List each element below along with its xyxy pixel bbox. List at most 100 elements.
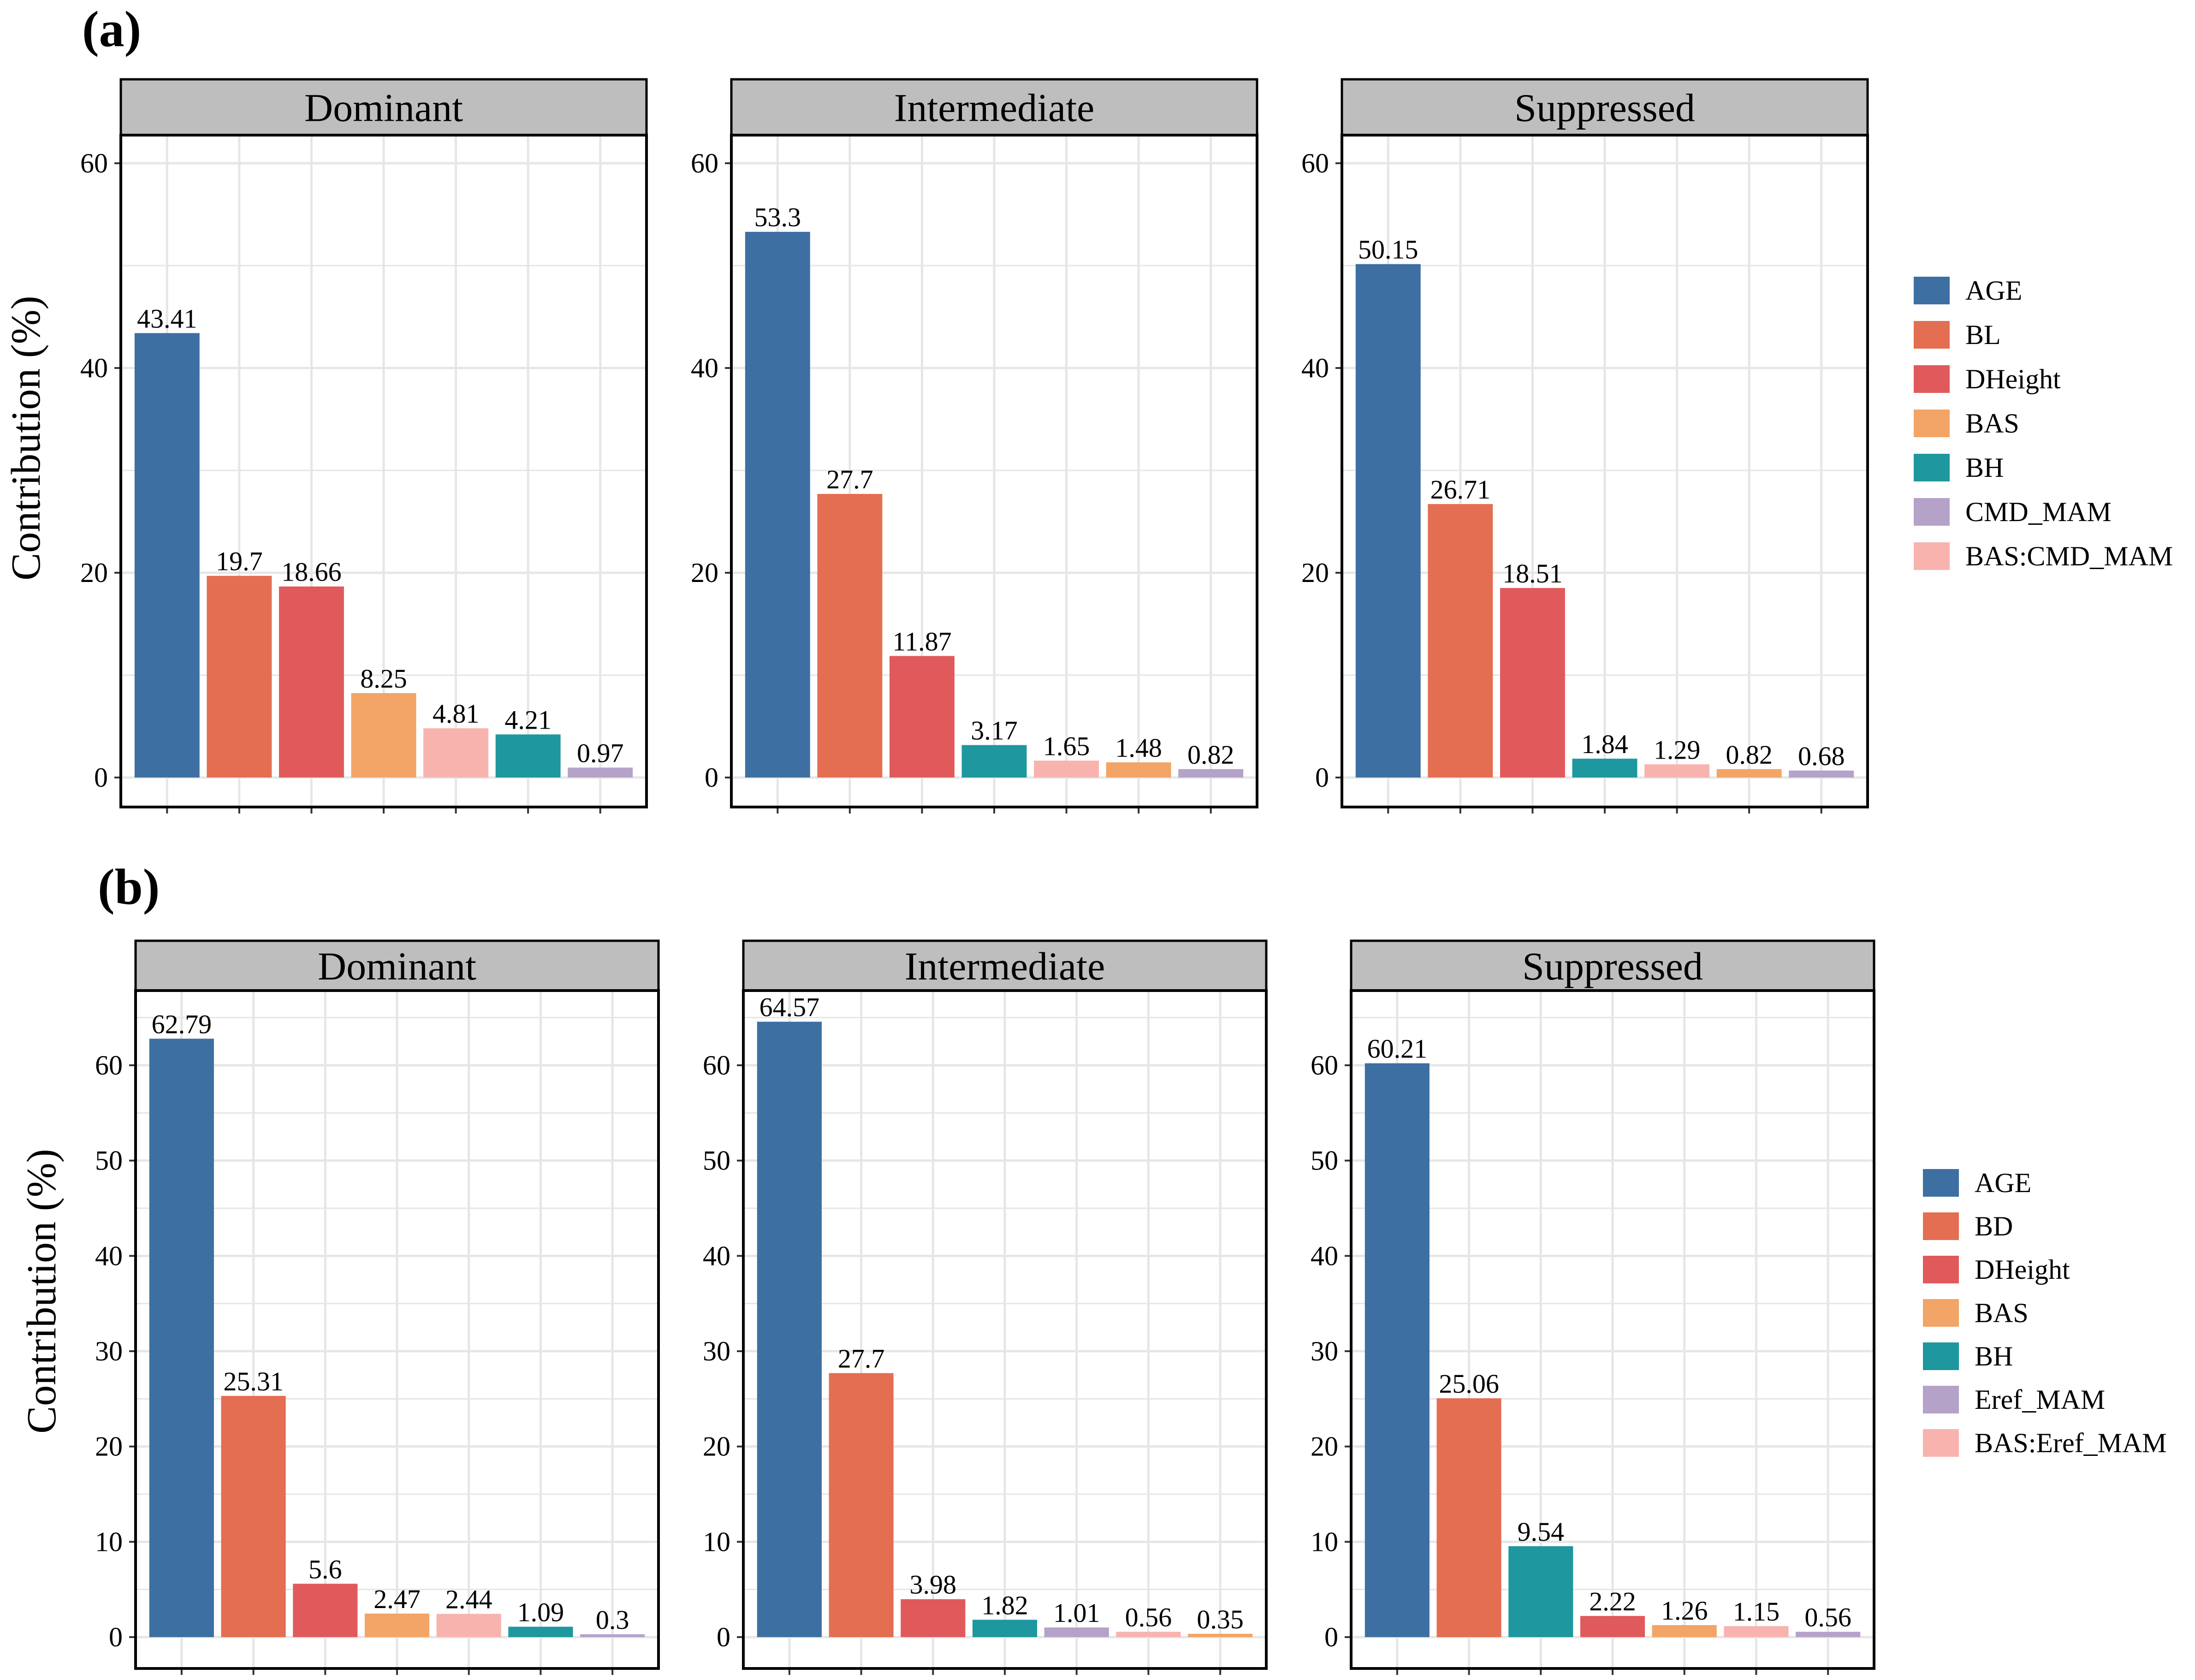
legend-label: AGE [1965,275,2022,306]
facet-title: Intermediate [905,944,1105,988]
legend-key [1923,1386,1959,1413]
bar-bd [1436,1398,1501,1637]
bar-dheight [279,586,344,778]
y-tick-label: 0 [109,1622,123,1652]
data-label: 3.17 [971,716,1018,746]
bar-bas-cmd-mam [423,728,489,778]
data-label: 25.06 [1439,1369,1499,1399]
facet-strip [134,939,660,992]
y-tick-label: 10 [95,1526,123,1557]
data-label: 0.35 [1197,1604,1244,1634]
bar-bd [829,1373,894,1637]
bar-bas [364,1613,430,1637]
legend-label: DHeight [1975,1254,2070,1285]
legend-key [1914,454,1950,481]
facet-title: Suppressed [1522,944,1703,988]
data-label: 1.48 [1115,733,1162,763]
bar-bas [1716,769,1782,778]
legend-a: AGE BL DHeight BAS BH CMD_MAM BAS:CMD_MAM [1914,275,2173,571]
legend-label: BH [1965,452,2004,483]
bar-age [745,232,810,778]
data-label: 25.31 [223,1366,284,1396]
data-label: 5.6 [308,1554,342,1584]
data-label: 26.71 [1430,475,1491,505]
bar-bh [508,1627,573,1637]
y-tick-label: 20 [80,558,108,588]
y-tick-label: 40 [80,353,108,383]
bar-bh [495,734,561,778]
data-label: 1.82 [981,1590,1028,1620]
y-tick-label: 0 [94,762,108,793]
legend-key [1923,1212,1959,1240]
legend-label: AGE [1975,1168,2031,1198]
facet-strip [1350,939,1875,992]
bar-bas-cmd-mam [1034,760,1099,778]
data-label: 19.7 [216,546,263,576]
data-label: 0.56 [1125,1602,1172,1632]
legend-key [1923,1169,1959,1197]
y-tick-label: 50 [95,1146,123,1176]
bar-bl [817,494,883,778]
bar-cmd-mam [568,767,633,778]
y-tick-label: 60 [1301,148,1329,178]
y-tick-label: 40 [95,1241,123,1271]
y-tick-label: 30 [1311,1336,1338,1366]
panel-border [742,989,1268,1670]
data-label: 2.44 [445,1585,492,1615]
bar-bl [207,576,272,778]
panel-border [134,989,660,1670]
bar-age [757,1021,822,1637]
legend-label: BAS:Eref_MAM [1975,1428,2167,1458]
legend-key [1923,1299,1959,1327]
bar-bas [351,693,416,778]
data-label: 27.7 [826,464,873,494]
bar-age [149,1039,214,1637]
y-tick-label: 30 [703,1336,730,1366]
bar-cmd-mam [1789,770,1854,778]
data-label: 60.21 [1367,1034,1428,1064]
data-label: 2.47 [374,1584,421,1614]
bar-dheight [1500,588,1565,778]
y-tick-label: 40 [691,353,718,383]
y-axis-label-b: Contribution (%) [19,1149,65,1433]
panel-border [730,134,1258,808]
y-tick-label: 60 [1311,1050,1338,1080]
y-tick-label: 50 [703,1146,730,1176]
y-tick-label: 20 [691,558,718,588]
data-label: 18.51 [1502,558,1563,588]
bar-dheight [293,1584,358,1637]
legend-label: BAS:CMD_MAM [1965,541,2173,571]
facet-strip [1341,78,1869,137]
data-label: 4.21 [504,705,552,735]
bar-eref-mam [1044,1627,1109,1637]
data-label: 62.79 [152,1009,212,1039]
facet-title: Dominant [304,86,463,130]
panel-b-dominant: Dominant 62.79 25.31 5.6 2.47 2.44 1.09 0.3 0 10 2… [95,939,660,1675]
y-tick-label: 60 [80,148,108,178]
data-label: 11.87 [892,626,951,656]
y-tick-label: 0 [717,1622,730,1652]
y-tick-label: 30 [95,1336,123,1366]
bar-dheight [1580,1616,1645,1637]
legend-key [1923,1256,1959,1283]
data-label: 43.41 [137,303,197,333]
data-label: 53.3 [754,202,801,232]
y-tick-label: 40 [703,1241,730,1271]
legend-label: DHeight [1965,364,2061,394]
legend-label: Eref_MAM [1975,1384,2105,1415]
facet-strip [119,78,648,137]
bar-bh [972,1620,1038,1637]
legend-label: BAS [1965,408,2019,439]
y-tick-label: 20 [1311,1431,1338,1462]
data-label: 18.66 [281,557,342,587]
y-tick-label: 10 [703,1526,730,1557]
legend-key [1914,277,1950,304]
y-tick-label: 20 [1301,558,1329,588]
y-tick-label: 60 [703,1050,730,1080]
bar-bl [1428,504,1493,778]
panel-a-suppressed: Suppressed 50.15 26.71 18.51 1.84 1.29 0.82 0.6… [1301,78,1869,813]
legend-label: CMD_MAM [1965,497,2112,527]
y-tick-label: 40 [1301,353,1329,383]
data-label: 1.01 [1053,1598,1100,1628]
